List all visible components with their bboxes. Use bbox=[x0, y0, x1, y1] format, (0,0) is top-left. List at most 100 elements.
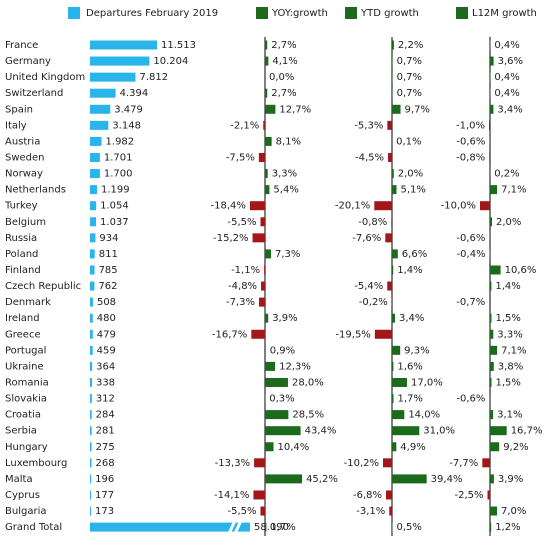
bar bbox=[90, 169, 100, 178]
legend-label: YOY:growth bbox=[271, 8, 328, 19]
value-label: 8,1% bbox=[276, 136, 301, 147]
bar bbox=[265, 362, 275, 371]
bar bbox=[480, 201, 490, 210]
value-label: 1.054 bbox=[100, 201, 129, 212]
value-label: 1,4% bbox=[495, 281, 520, 292]
category-label: Greece bbox=[5, 329, 41, 340]
bar bbox=[389, 507, 392, 516]
value-label: 364 bbox=[96, 361, 115, 372]
bar bbox=[391, 217, 392, 226]
category-label: Sweden bbox=[5, 152, 45, 163]
value-label: -7,6% bbox=[352, 233, 381, 244]
value-label: 3,6% bbox=[498, 56, 523, 67]
value-label: 0,4% bbox=[494, 88, 519, 99]
bar bbox=[490, 282, 491, 291]
bar bbox=[260, 217, 265, 226]
bar bbox=[265, 474, 302, 483]
legend-label: L12M growth bbox=[472, 8, 537, 19]
value-label: 480 bbox=[97, 313, 116, 324]
value-label: -5,5% bbox=[227, 506, 256, 517]
bar bbox=[265, 105, 275, 114]
value-label: 4,9% bbox=[400, 442, 425, 453]
bar bbox=[90, 410, 92, 419]
category-label: Austria bbox=[5, 136, 40, 147]
bar bbox=[90, 458, 92, 467]
bar bbox=[490, 330, 493, 339]
bar bbox=[490, 442, 499, 451]
bar bbox=[392, 169, 394, 178]
bar bbox=[265, 137, 272, 146]
bar bbox=[490, 265, 501, 274]
bar bbox=[265, 426, 301, 435]
bar bbox=[263, 121, 265, 130]
value-label: -3,1% bbox=[356, 506, 385, 517]
value-label: 1,7% bbox=[270, 522, 295, 533]
value-label: 7.812 bbox=[139, 72, 168, 83]
value-label: -1,0% bbox=[456, 120, 485, 131]
value-label: 3,9% bbox=[272, 313, 297, 324]
bar bbox=[90, 523, 250, 532]
bar bbox=[490, 105, 493, 114]
value-label: 0,7% bbox=[397, 72, 422, 83]
bar bbox=[392, 265, 393, 274]
category-label: Portugal bbox=[5, 345, 46, 356]
value-label: 312 bbox=[96, 394, 115, 405]
value-label: -18,4% bbox=[211, 201, 246, 212]
bar bbox=[90, 442, 92, 451]
value-label: -10,2% bbox=[344, 458, 379, 469]
bar bbox=[260, 507, 265, 516]
legend-swatch bbox=[456, 7, 468, 19]
value-label: 3,4% bbox=[399, 313, 424, 324]
bar bbox=[265, 169, 268, 178]
bar bbox=[90, 121, 108, 130]
value-label: -2,5% bbox=[454, 490, 483, 501]
bar bbox=[489, 394, 490, 403]
bar bbox=[265, 442, 274, 451]
value-label: 3,1% bbox=[497, 410, 522, 421]
bar bbox=[482, 458, 490, 467]
bar bbox=[90, 153, 100, 162]
bar bbox=[489, 121, 490, 130]
value-label: 28,0% bbox=[292, 377, 324, 388]
value-label: 12,3% bbox=[279, 361, 311, 372]
bar bbox=[90, 105, 110, 114]
bar bbox=[265, 249, 271, 258]
bar bbox=[392, 378, 407, 387]
bar bbox=[90, 73, 135, 82]
value-label: 7,1% bbox=[501, 345, 526, 356]
bar bbox=[90, 507, 91, 516]
bar bbox=[90, 217, 96, 226]
value-label: 2,0% bbox=[398, 169, 423, 180]
value-label: 338 bbox=[96, 377, 115, 388]
bar bbox=[90, 490, 91, 499]
value-label: 177 bbox=[95, 490, 114, 501]
bar bbox=[90, 41, 157, 50]
value-label: 5,4% bbox=[273, 185, 298, 196]
value-label: 275 bbox=[96, 442, 115, 453]
legend-swatch bbox=[345, 7, 357, 19]
bar bbox=[392, 41, 394, 50]
value-label: 1.037 bbox=[100, 217, 129, 228]
value-label: -4,8% bbox=[228, 281, 257, 292]
bar bbox=[392, 73, 393, 82]
bar bbox=[392, 442, 396, 451]
value-label: -5,3% bbox=[354, 120, 383, 131]
bar bbox=[392, 394, 393, 403]
bar bbox=[387, 121, 392, 130]
category-label: Bulgaria bbox=[5, 506, 46, 517]
value-label: 785 bbox=[99, 265, 118, 276]
value-label: 43,4% bbox=[305, 426, 337, 437]
value-label: -0,6% bbox=[456, 233, 485, 244]
bar bbox=[490, 217, 492, 226]
bar bbox=[90, 314, 93, 323]
value-label: 1,5% bbox=[496, 377, 521, 388]
bar bbox=[265, 41, 267, 50]
value-label: 1,4% bbox=[397, 265, 422, 276]
value-label: -2,1% bbox=[230, 120, 259, 131]
bar bbox=[90, 265, 95, 274]
value-label: 0,0% bbox=[269, 72, 294, 83]
bar bbox=[261, 282, 265, 291]
value-label: 3.148 bbox=[112, 120, 141, 131]
value-label: 934 bbox=[99, 233, 118, 244]
value-label: 3,8% bbox=[498, 361, 523, 372]
